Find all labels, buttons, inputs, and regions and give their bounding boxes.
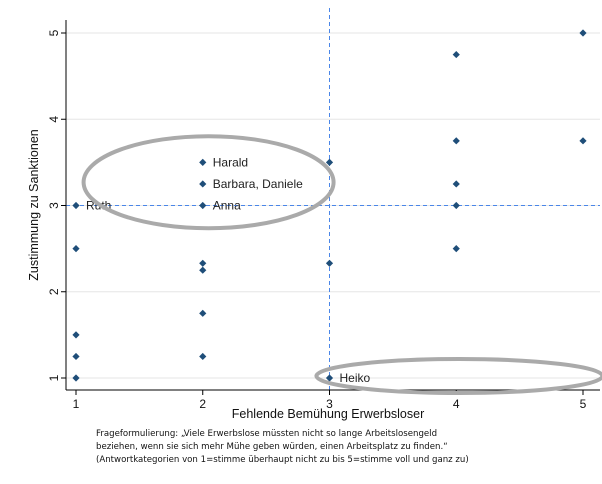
question-caption: Frageformulierung: „Viele Erwerbslose mü… — [96, 428, 576, 467]
x-tick-label: 2 — [199, 397, 206, 411]
data-point — [452, 50, 460, 59]
y-tick-label: 1 — [47, 374, 61, 381]
data-point — [199, 309, 207, 317]
highlight-ellipse-bottom — [314, 357, 602, 395]
data-point — [579, 29, 587, 37]
point-label: Barbara, Daniele — [213, 177, 303, 191]
data-point — [72, 245, 80, 253]
data-point — [452, 137, 460, 145]
data-point — [72, 201, 80, 210]
y-tick-label: 3 — [47, 202, 61, 209]
x-tick-label: 4 — [453, 397, 460, 411]
y-tick-label: 2 — [47, 288, 61, 295]
x-tick-label: 3 — [326, 397, 333, 411]
data-point — [72, 374, 80, 382]
x-tick-label: 5 — [580, 397, 587, 411]
point-label: Harald — [213, 155, 248, 169]
x-tick-label: 1 — [73, 397, 80, 411]
data-point — [579, 137, 587, 145]
data-point — [452, 201, 460, 210]
ticks: 1 2 3 4 5 1 2 3 4 5 — [47, 29, 587, 411]
data-point — [199, 352, 207, 361]
data-point — [199, 266, 207, 274]
data-point — [325, 259, 334, 267]
caption-line-2: beziehen, wenn sie sich mehr Mühe geben … — [96, 442, 448, 452]
x-axis-title: Fehlende Bemühung Erwerbsloser — [232, 407, 424, 421]
data-point — [72, 352, 80, 361]
data-points — [72, 29, 587, 382]
data-point — [199, 259, 207, 267]
highlight-ellipses — [81, 134, 602, 395]
data-point — [452, 180, 460, 188]
data-point — [199, 158, 207, 166]
data-point — [72, 331, 80, 339]
point-label: Heiko — [340, 371, 371, 385]
data-point — [325, 374, 334, 382]
point-label: Anna — [213, 199, 241, 213]
data-point — [199, 201, 207, 210]
y-tick-label: 4 — [47, 116, 61, 123]
caption-line-1: Frageformulierung: „Viele Erwerbslose mü… — [96, 429, 438, 439]
data-point — [452, 245, 460, 253]
caption-line-3: (Antwortkategorien von 1=stimme überhaup… — [96, 455, 469, 465]
data-point — [199, 180, 207, 188]
reference-lines — [66, 8, 600, 390]
y-axis-title: Zustimmung zu Sanktionen — [27, 129, 41, 281]
highlight-ellipse-upper-left — [81, 134, 336, 231]
data-point — [325, 158, 334, 166]
y-tick-label: 5 — [47, 29, 61, 36]
